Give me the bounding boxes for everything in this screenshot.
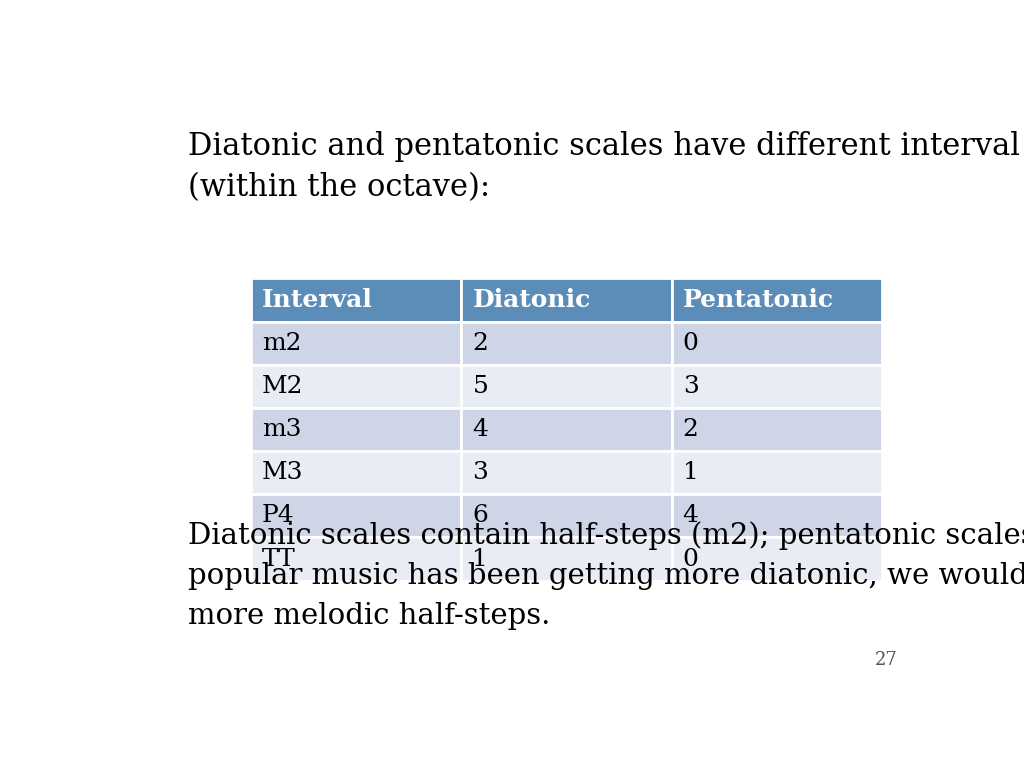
- FancyBboxPatch shape: [462, 451, 672, 495]
- Text: M2: M2: [262, 375, 304, 398]
- Text: 0: 0: [683, 332, 698, 355]
- Text: 27: 27: [876, 650, 898, 669]
- Text: Pentatonic: Pentatonic: [683, 288, 834, 312]
- Text: 4: 4: [472, 418, 488, 441]
- FancyBboxPatch shape: [251, 451, 462, 495]
- Text: 6: 6: [472, 505, 488, 528]
- FancyBboxPatch shape: [251, 408, 462, 451]
- FancyBboxPatch shape: [672, 408, 882, 451]
- FancyBboxPatch shape: [251, 365, 462, 408]
- Text: P4: P4: [262, 505, 295, 528]
- FancyBboxPatch shape: [462, 322, 672, 365]
- FancyBboxPatch shape: [251, 322, 462, 365]
- Text: 1: 1: [472, 548, 488, 571]
- Text: M3: M3: [262, 462, 304, 484]
- Text: 1: 1: [683, 462, 698, 484]
- FancyBboxPatch shape: [462, 365, 672, 408]
- FancyBboxPatch shape: [672, 451, 882, 495]
- Text: 3: 3: [472, 462, 488, 484]
- Text: 2: 2: [683, 418, 698, 441]
- Text: 4: 4: [683, 505, 698, 528]
- FancyBboxPatch shape: [672, 279, 882, 322]
- Text: 2: 2: [472, 332, 488, 355]
- FancyBboxPatch shape: [251, 538, 462, 581]
- Text: 5: 5: [472, 375, 488, 398]
- Text: TT: TT: [262, 548, 296, 571]
- Text: Diatonic and pentatonic scales have different interval distributions
(within the: Diatonic and pentatonic scales have diff…: [187, 131, 1024, 204]
- FancyBboxPatch shape: [251, 279, 462, 322]
- FancyBboxPatch shape: [251, 495, 462, 538]
- FancyBboxPatch shape: [462, 279, 672, 322]
- FancyBboxPatch shape: [462, 495, 672, 538]
- FancyBboxPatch shape: [462, 538, 672, 581]
- FancyBboxPatch shape: [672, 322, 882, 365]
- Text: m2: m2: [262, 332, 302, 355]
- Text: Diatonic scales contain half-steps (m2); pentatonic scales do not. If
popular mu: Diatonic scales contain half-steps (m2);…: [187, 521, 1024, 630]
- FancyBboxPatch shape: [672, 495, 882, 538]
- FancyBboxPatch shape: [672, 365, 882, 408]
- Text: Interval: Interval: [262, 288, 373, 312]
- FancyBboxPatch shape: [462, 408, 672, 451]
- Text: Diatonic: Diatonic: [472, 288, 591, 312]
- Text: 0: 0: [683, 548, 698, 571]
- Text: m3: m3: [262, 418, 302, 441]
- FancyBboxPatch shape: [672, 538, 882, 581]
- Text: 3: 3: [683, 375, 698, 398]
